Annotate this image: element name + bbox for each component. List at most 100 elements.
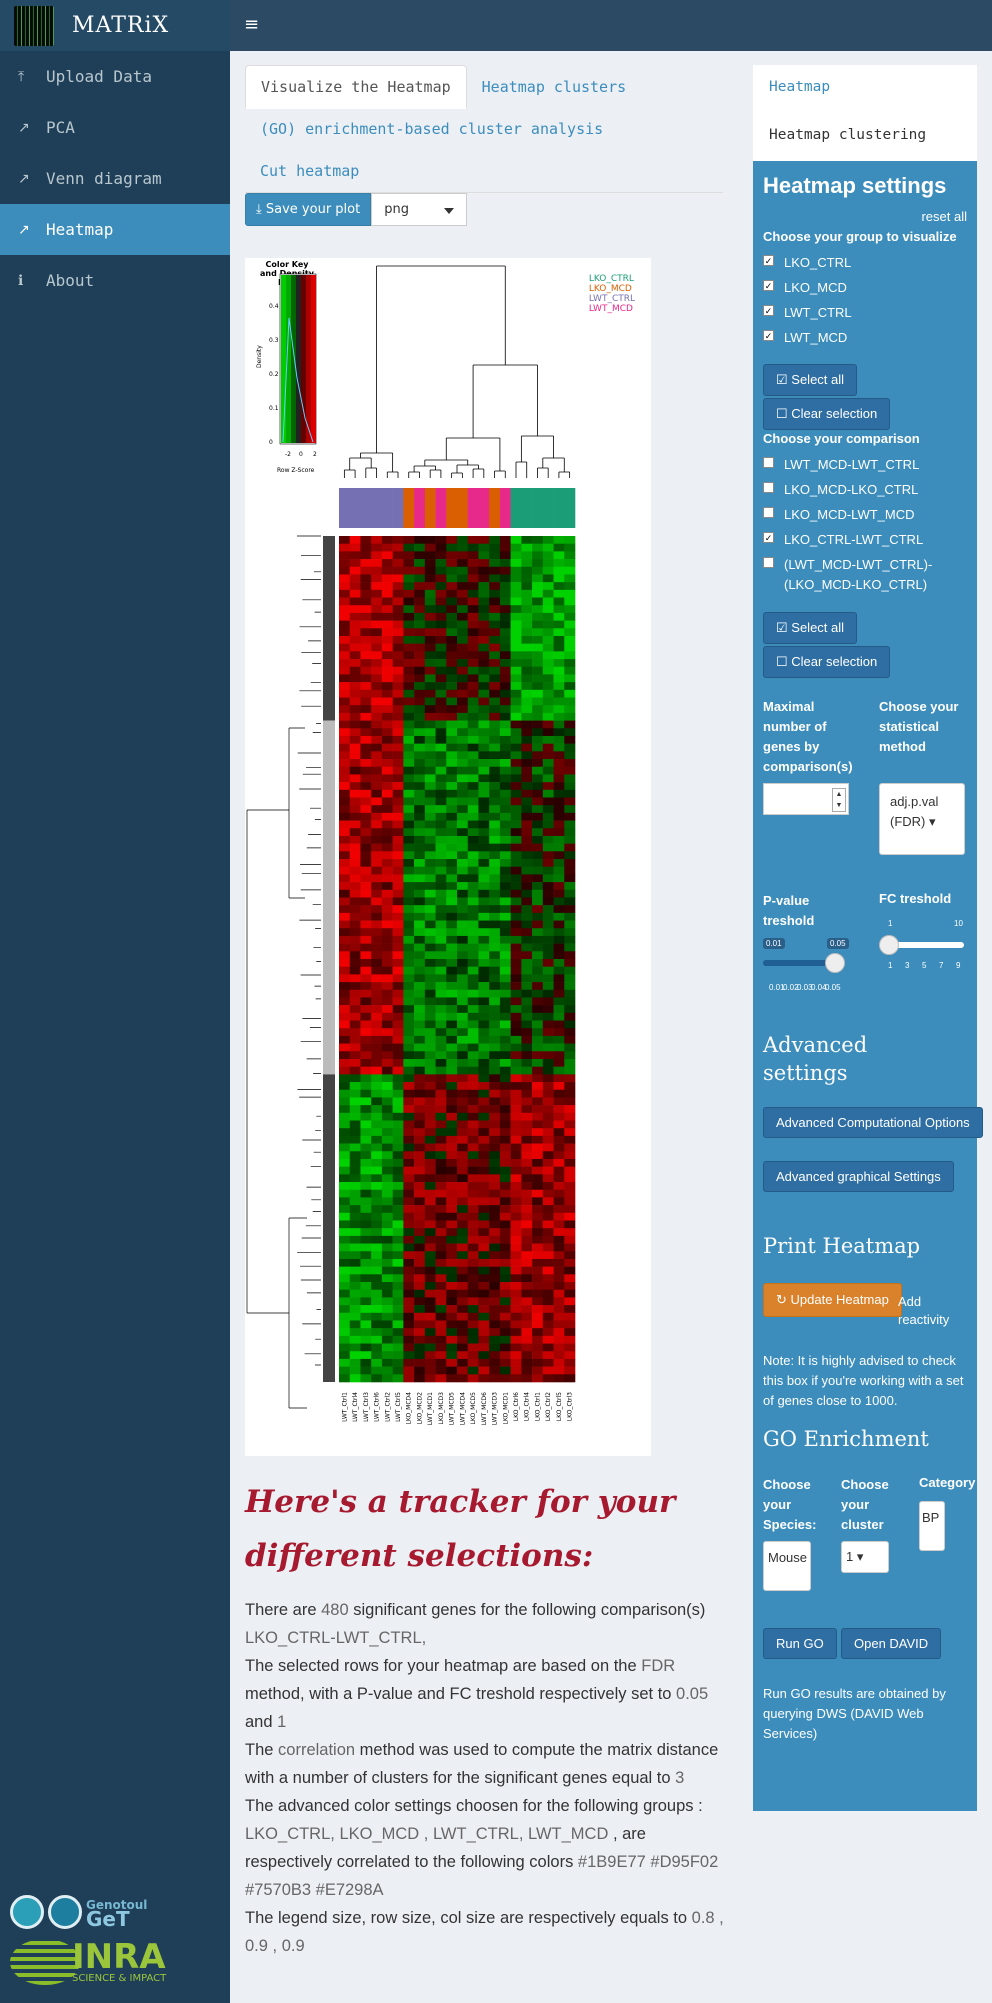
tab-heatmap-clusters[interactable]: Heatmap clusters [481, 78, 627, 96]
category-select[interactable]: BP [919, 1501, 945, 1551]
checkbox[interactable]: ✓ [763, 305, 774, 316]
heatmap-cell [349, 1366, 361, 1375]
heatmap-cell [414, 635, 426, 644]
heatmap-cell [457, 743, 469, 752]
heatmap-cell [360, 1051, 372, 1060]
tab-visualize-heatmap[interactable]: Visualize the Heatmap [245, 65, 467, 109]
pvalue-slider-track[interactable] [763, 960, 835, 966]
advanced-graphical-button[interactable]: Advanced graphical Settings [763, 1161, 954, 1192]
heatmap-cell [467, 835, 479, 844]
heatmap-cell [457, 720, 469, 729]
tab-heatmap-clustering[interactable]: Heatmap clustering [769, 127, 927, 143]
heatmap-cell [435, 1097, 447, 1106]
sidebar-item-heatmap[interactable]: ↗ Heatmap [0, 204, 230, 255]
heatmap-cell [414, 1158, 426, 1167]
heatmap-cell [339, 605, 351, 614]
group-checkbox-2[interactable]: ✓ LWT_CTRL [763, 305, 852, 320]
heatmap-cell [532, 866, 544, 875]
group-checkbox-3[interactable]: ✓ LWT_MCD [763, 330, 848, 345]
advanced-computational-button[interactable]: Advanced Computational Options [763, 1107, 983, 1138]
update-heatmap-button[interactable]: ↻ Update Heatmap [763, 1283, 902, 1317]
pvalue-min-badge: 0.01 [763, 938, 785, 949]
checkbox[interactable] [763, 557, 774, 568]
heatmap-cell [542, 1358, 554, 1367]
heatmap-cell [392, 559, 404, 568]
heatmap-cell [414, 805, 426, 814]
heatmap-cell [349, 1197, 361, 1206]
heatmap-cell [478, 1189, 490, 1198]
tab-cut-heatmap[interactable]: Cut heatmap [260, 162, 360, 180]
heatmap-cell [478, 635, 490, 644]
comparison-checkbox-1[interactable]: LKO_MCD-LKO_CTRL [763, 480, 963, 500]
heatmap-cell [457, 735, 469, 744]
heatmap-cell [360, 851, 372, 860]
menu-toggle-icon[interactable]: ≡ [244, 14, 260, 35]
heatmap-cell [478, 1351, 490, 1360]
group-checkbox-0[interactable]: ✓ LKO_CTRL [763, 255, 852, 270]
heatmap-cell [435, 1151, 447, 1160]
format-select[interactable]: png [371, 193, 468, 226]
checkbox[interactable] [763, 457, 774, 468]
species-select[interactable]: Mouse [763, 1541, 811, 1591]
heatmap-cell [424, 805, 436, 814]
run-go-button[interactable]: Run GO [763, 1628, 837, 1659]
cluster-select[interactable]: 1 ▾ [841, 1541, 889, 1573]
sidebar-item-venn-diagram[interactable]: ↗ Venn diagram [18, 169, 162, 188]
group-checkbox-1[interactable]: ✓ LKO_MCD [763, 280, 847, 295]
heatmap-cell [435, 1143, 447, 1152]
tab-heatmap[interactable]: Heatmap [769, 79, 831, 95]
heatmap-cell [532, 651, 544, 660]
reset-all-link[interactable]: reset all [921, 209, 967, 224]
sidebar-item-pca[interactable]: ↗ PCA [18, 118, 75, 137]
heatmap-cell [446, 1258, 458, 1267]
heatmap-cell [499, 951, 511, 960]
max-genes-input[interactable]: ▲ ▼ [763, 783, 849, 815]
heatmap-cell [424, 712, 436, 721]
heatmap-cell [435, 1343, 447, 1352]
comparisons-select-all-button[interactable]: ☑ Select all [763, 612, 858, 644]
add-reactivity-label[interactable]: Add reactivity [898, 1294, 950, 1327]
groups-select-all-button[interactable]: ☑ Select all [763, 364, 858, 396]
stat-method-select[interactable]: adj.p.val (FDR) ▾ [879, 783, 965, 855]
heatmap-cell [381, 1043, 393, 1052]
comparison-checkbox-4[interactable]: (LWT_MCD-LWT_CTRL)-(LKO_MCD-LKO_CTRL) [763, 555, 963, 595]
heatmap-cell [467, 997, 479, 1006]
heatmap-cell [403, 1043, 415, 1052]
heatmap-cell [446, 720, 458, 729]
checkbox[interactable]: ✓ [763, 330, 774, 341]
checkbox[interactable] [763, 482, 774, 493]
comparison-checkbox-3[interactable]: ✓ LKO_CTRL-LWT_CTRL [763, 532, 924, 547]
sidebar-item-upload-data[interactable]: ⤒ Upload Data [18, 67, 152, 86]
open-david-button[interactable]: Open DAVID [841, 1628, 942, 1659]
heatmap-cell [564, 766, 576, 775]
heatmap-cell [381, 1228, 393, 1237]
heatmap-cell [360, 1266, 372, 1275]
comparisons-clear-selection-button[interactable]: ☐ Clear selection [763, 646, 891, 678]
checkbox[interactable] [763, 507, 774, 518]
heatmap-cell [349, 1328, 361, 1337]
checkbox[interactable]: ✓ [763, 255, 774, 266]
brand[interactable]: MATRiX [0, 0, 230, 51]
heatmap-cell [521, 1358, 533, 1367]
comparison-checkbox-2[interactable]: LKO_MCD-LWT_MCD [763, 505, 963, 525]
tab-go-enrichment[interactable]: (GO) enrichment-based cluster analysis [260, 120, 604, 138]
fc-slider-track[interactable] [888, 942, 964, 948]
fc-slider-handle[interactable] [879, 935, 899, 955]
heatmap-cell [381, 1274, 393, 1283]
heatmap-cell [542, 559, 554, 568]
heatmap-cell [467, 589, 479, 598]
pvalue-slider-handle[interactable] [825, 953, 845, 973]
heatmap-cell [392, 735, 404, 744]
heatmap-cell [553, 1305, 565, 1314]
sidebar-item-about[interactable]: ℹ About [18, 271, 95, 290]
checkbox[interactable]: ✓ [763, 532, 774, 543]
heatmap-cell [403, 843, 415, 852]
heatmap-cell [392, 1128, 404, 1137]
cluster-label: Choose your cluster [841, 1477, 889, 1532]
comparison-checkbox-0[interactable]: LWT_MCD-LWT_CTRL [763, 455, 963, 475]
checkbox[interactable]: ✓ [763, 280, 774, 291]
save-plot-button[interactable]: ⤓ Save your plot [245, 193, 372, 226]
heatmap-cell [349, 989, 361, 998]
groups-clear-selection-button[interactable]: ☐ Clear selection [763, 398, 891, 430]
heatmap-cell [446, 1366, 458, 1375]
